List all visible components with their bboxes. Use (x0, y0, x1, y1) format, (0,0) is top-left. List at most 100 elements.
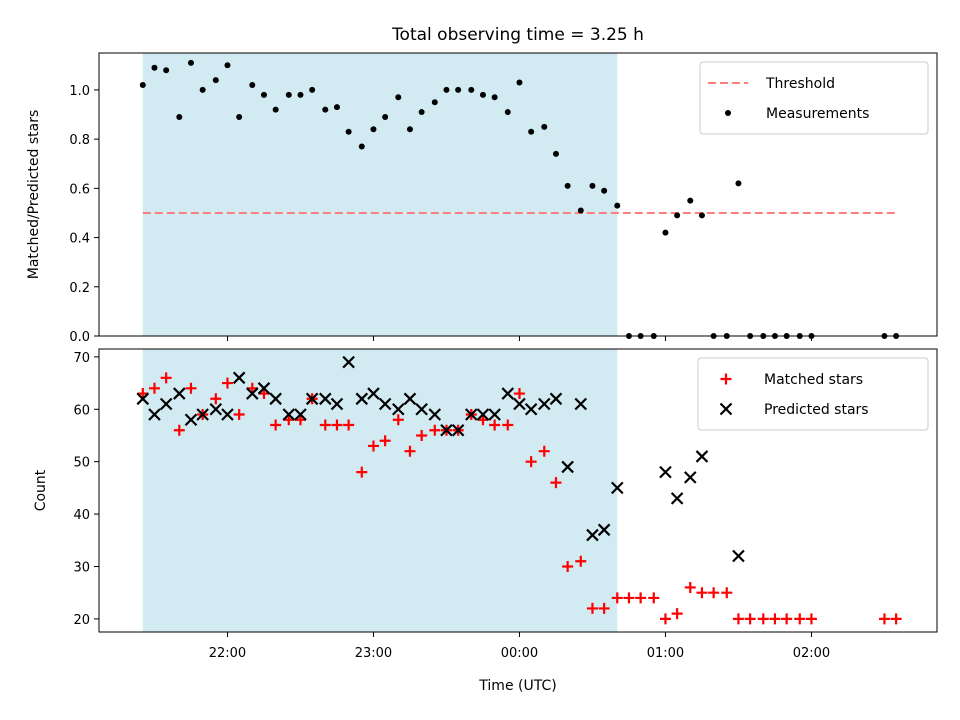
matched-star-marker (319, 419, 331, 431)
matched-star-marker (331, 419, 343, 431)
ratio-panel: 0.0 0.2 0.4 0.6 0.8 1.0 Matched/Predicted sta… (26, 52, 938, 345)
matched-star-marker (805, 613, 817, 625)
legend-measurement-swatch (725, 110, 731, 116)
measurement-point (395, 94, 402, 101)
matched-star-marker (379, 435, 391, 447)
matched-star-marker (781, 613, 793, 625)
x-tick-label: 22:00 (209, 646, 246, 661)
measurement-point (297, 91, 304, 98)
measurement-point (212, 77, 219, 84)
matched-star-marker (684, 581, 696, 593)
measurement-point (309, 86, 316, 93)
y-tick-label: 70 (73, 351, 90, 366)
matched-star-marker (721, 587, 733, 599)
predicted-star-marker (597, 523, 611, 537)
matched-star-marker (586, 602, 598, 614)
measurement-point (662, 229, 669, 236)
y-tick-label: 1.0 (69, 84, 90, 99)
predicted-star-marker (403, 392, 417, 406)
matched-star-marker (246, 382, 258, 394)
measurement-point (504, 109, 511, 116)
measurement-point (698, 212, 705, 219)
predicted-star-marker (257, 382, 271, 395)
measurement-point (418, 109, 425, 116)
matched-star-marker (635, 592, 647, 604)
matched-star-marker (270, 419, 282, 431)
predicted-star-marker (465, 408, 478, 421)
counts-legend: Matched stars Predicted stars (697, 357, 929, 431)
counts-axes-frame (98, 348, 938, 633)
axes-frame (98, 348, 938, 633)
measurement-point (382, 113, 389, 120)
predicted-star-marker (561, 460, 574, 474)
x-tick-label: 02:00 (793, 646, 830, 661)
predicted-star-marker (148, 408, 161, 421)
measurement-point (406, 126, 413, 133)
measurement-point (224, 62, 231, 69)
matched-star-marker (525, 456, 537, 468)
matched-star-marker (477, 414, 489, 426)
predicted-star-marker (294, 408, 307, 421)
matched-star-marker (173, 424, 185, 436)
legend-box (697, 357, 929, 431)
matched-star-marker (659, 613, 671, 625)
measurement-point (735, 180, 742, 187)
predicted-star-marker (367, 387, 380, 400)
matched-star-marker (233, 409, 245, 421)
predicted-star-marker (330, 397, 344, 411)
matched-star-marker (416, 429, 428, 441)
matched-star-marker (598, 602, 610, 614)
ratio-y-axis-label: Matched/Predicted stars (26, 110, 42, 280)
matched-star-marker (562, 560, 574, 572)
measurement-point (468, 86, 475, 93)
measurement-point (528, 128, 535, 135)
predicted-star-marker (524, 402, 538, 416)
matched-star-marker (210, 393, 222, 405)
predicted-star-marker (269, 392, 282, 406)
predicted-star-marker (392, 402, 405, 416)
matched-star-marker (671, 608, 683, 620)
predicted-star-marker (451, 423, 465, 437)
predicted-star-marker (378, 397, 392, 411)
legend-label: Measurements (766, 106, 869, 122)
predicted-star-marker (610, 481, 624, 495)
predicted-star-marker (355, 392, 369, 406)
measurement-point (345, 128, 352, 135)
measurement-point (236, 113, 243, 120)
matched-star-marker (185, 382, 197, 394)
matched-star-marker (696, 587, 708, 599)
predicted-star-marker (476, 408, 490, 421)
ratio-x-ticks (226, 336, 812, 341)
y-tick-label: 40 (73, 508, 90, 523)
matched-star-marker (294, 414, 306, 426)
shaded-region (142, 349, 618, 632)
predicted-star-marker (670, 492, 684, 505)
matched-star-marker (404, 445, 416, 457)
measurement-point (601, 187, 608, 194)
measurement-point (322, 106, 329, 113)
y-tick-label: 30 (73, 560, 90, 575)
y-tick-label: 0.8 (69, 133, 90, 148)
matched-star-marker (538, 445, 550, 457)
measurement-point (552, 150, 559, 157)
matched-star-marker (283, 414, 295, 426)
predicted-star-marker (440, 423, 453, 437)
measurement-point (674, 212, 681, 219)
measurement-point (479, 91, 486, 98)
predicted-star-marker (695, 450, 709, 463)
x-tick-label: 01:00 (647, 646, 684, 661)
matched-star-marker (744, 613, 756, 625)
matched-star-marker (502, 419, 514, 431)
matched-star-marker (148, 382, 160, 394)
measurement-point (163, 67, 170, 74)
x-tick-label: 00:00 (501, 646, 538, 661)
predicted-star-marker (196, 408, 209, 421)
matched-star-marker (708, 587, 720, 599)
matched-star-marker (343, 419, 355, 431)
y-tick-label: 0.6 (69, 182, 90, 197)
matched-star-marker (367, 440, 379, 452)
measurement-point (564, 182, 571, 189)
measurement-point (333, 104, 340, 111)
predicted-star-marker (221, 408, 234, 421)
measurement-point (370, 126, 377, 133)
